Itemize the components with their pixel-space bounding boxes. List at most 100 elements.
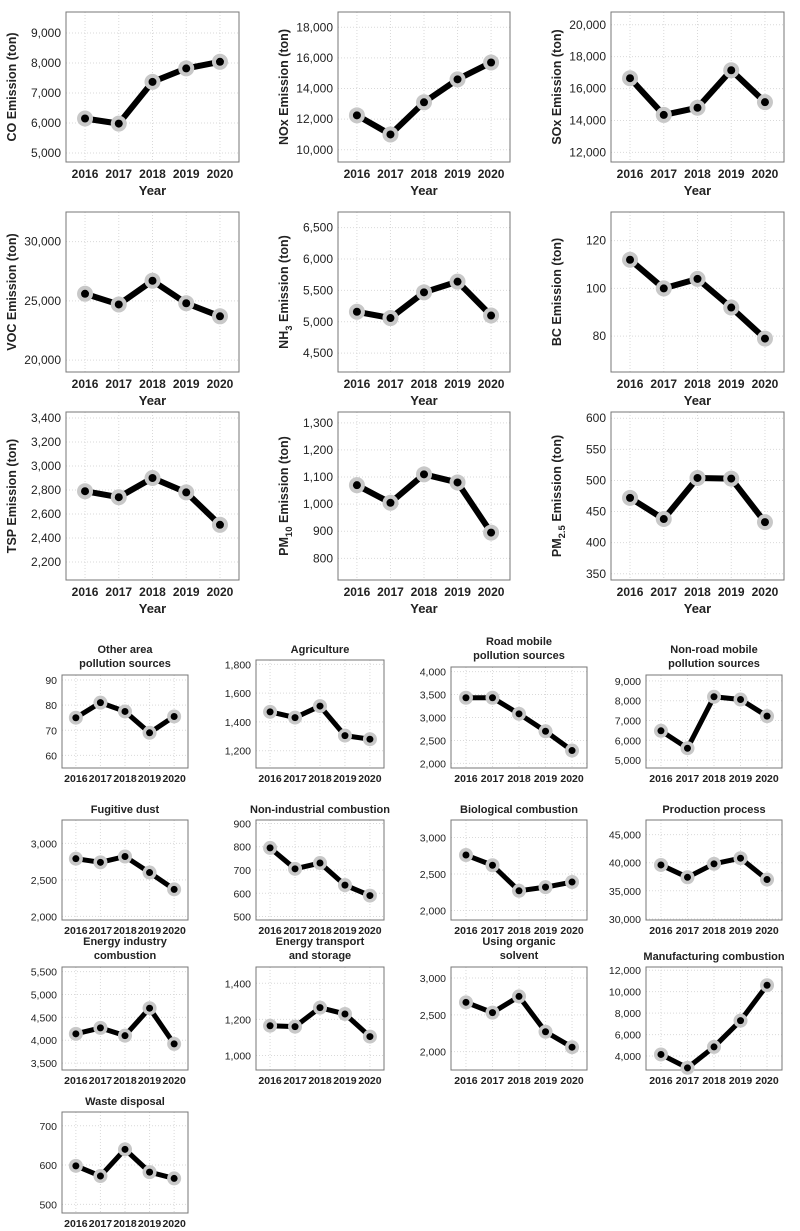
- x-tick-label: 2017: [481, 773, 505, 785]
- x-tick-label: 2016: [454, 925, 478, 937]
- y-tick-label: 100: [586, 281, 606, 295]
- x-axis-label: Year: [410, 183, 437, 198]
- data-point: [449, 474, 466, 491]
- y-tick-label: 5,500: [303, 283, 333, 297]
- data-point: [512, 989, 526, 1004]
- data-point-dot: [760, 98, 769, 107]
- x-tick-label: 2018: [702, 925, 726, 937]
- data-point: [144, 470, 161, 486]
- x-tick-label: 2020: [752, 167, 779, 181]
- data-point: [655, 511, 672, 528]
- y-tick-label: 500: [233, 912, 251, 924]
- data-point: [565, 875, 580, 890]
- x-tick-label: 2018: [139, 585, 166, 599]
- x-tick-label: 2016: [617, 167, 644, 181]
- x-tick-label: 2019: [718, 585, 745, 599]
- y-tick-label: 9,000: [615, 676, 641, 688]
- x-tick-label: 2016: [72, 377, 99, 391]
- data-point: [760, 709, 775, 724]
- data-point: [485, 858, 500, 873]
- y-tick-label: 4,500: [303, 346, 333, 360]
- y-tick-label: 600: [586, 411, 606, 425]
- data-point: [167, 709, 182, 724]
- y-tick-label: 16,000: [569, 82, 606, 96]
- chart-9: 350 400 450 500 550 600 2016 2017 2018 2019 2020 Ye…: [550, 411, 785, 616]
- x-tick-label: 2019: [729, 1075, 753, 1087]
- y-axis-label: BC Emission (ton): [550, 238, 564, 346]
- plot-frame: [61, 674, 189, 769]
- y-tick-label: 1,000: [225, 1051, 251, 1063]
- y-tick-label: 2,800: [31, 483, 61, 497]
- y-tick-label: 6,000: [615, 1030, 641, 1042]
- data-point: [653, 1047, 668, 1062]
- y-tick-label: 80: [45, 700, 57, 712]
- data-point-dot: [215, 312, 224, 321]
- x-tick-label: 2016: [454, 773, 478, 785]
- y-tick-label: 2,200: [31, 555, 61, 569]
- x-tick-label: 2020: [207, 585, 234, 599]
- plot-frame: [65, 411, 240, 581]
- data-point: [707, 689, 721, 704]
- data-point-dot: [114, 300, 123, 309]
- chart-12: 2,000 2,500 3,000 3,500 4,000 2016 2017 2018 201…: [420, 636, 588, 785]
- y-tick-label: 7,000: [31, 86, 61, 100]
- data-point-dot: [341, 881, 349, 889]
- data-point-dot: [81, 114, 90, 123]
- y-tick-label: 12,000: [569, 145, 606, 159]
- chart-16: 2,000 2,500 3,000 2016 2017 2018 2019 2020 Biolo…: [420, 804, 588, 937]
- x-tick-label: 2017: [283, 1075, 307, 1087]
- y-tick-label: 8,000: [31, 56, 61, 70]
- y-axis-label: SOx Emission (ton): [550, 29, 564, 144]
- y-tick-label: 20,000: [569, 18, 606, 32]
- data-point: [68, 851, 83, 866]
- chart-10: 60 70 80 90 2016 2017 2018 2019 2020 Other area po…: [45, 644, 189, 785]
- data-point-dot: [487, 528, 496, 537]
- chart-11: 1,200 1,400 1,600 1,800 2016 2017 2018 2019 2020…: [225, 644, 385, 785]
- y-tick-label: 3,000: [31, 459, 61, 473]
- data-point-dot: [763, 981, 771, 989]
- chart-title: and storage: [289, 950, 351, 962]
- y-tick-label: 120: [586, 234, 606, 248]
- data-point-dot: [170, 885, 178, 893]
- y-tick-label: 4,000: [420, 667, 446, 679]
- x-axis-label: Year: [684, 393, 711, 408]
- chart-title: Non-industrial combustion: [250, 804, 390, 816]
- data-point: [458, 690, 473, 705]
- data-point-dot: [352, 481, 361, 490]
- y-tick-label: 1,000: [303, 497, 333, 511]
- data-point-dot: [515, 887, 523, 895]
- x-tick-label: 2018: [702, 773, 726, 785]
- data-point-dot: [542, 1028, 550, 1036]
- data-point: [512, 883, 526, 898]
- x-tick-label: 2017: [377, 585, 404, 599]
- chart-17: 30,000 35,000 40,000 45,000 2016 2017 2018 2019…: [609, 804, 783, 937]
- chart-title: solvent: [500, 950, 539, 962]
- data-point-dot: [366, 1033, 374, 1041]
- data-point: [118, 1142, 132, 1157]
- data-point: [77, 285, 94, 302]
- y-tick-label: 800: [233, 842, 251, 854]
- data-point-dot: [291, 865, 299, 873]
- y-tick-label: 2,000: [420, 758, 446, 770]
- data-point: [211, 53, 228, 70]
- data-point: [689, 270, 706, 287]
- data-point-dot: [737, 696, 745, 704]
- chart-20: 2,000 2,500 3,000 2016 2017 2018 2019 2020 Using…: [420, 936, 588, 1087]
- x-tick-label: 2016: [64, 1075, 88, 1087]
- data-point-dot: [657, 1050, 665, 1058]
- data-point-dot: [215, 520, 224, 529]
- x-tick-label: 2019: [444, 167, 471, 181]
- data-point-dot: [727, 66, 736, 75]
- data-point: [538, 880, 553, 895]
- data-point: [313, 856, 327, 871]
- chart-22: 500 600 700 2016 2017 2018 2019 2020 Waste dispo…: [39, 1096, 189, 1230]
- x-tick-label: 2017: [89, 1075, 113, 1087]
- y-axis-label: VOC Emission (ton): [5, 233, 19, 350]
- x-tick-label: 2016: [649, 925, 673, 937]
- x-axis-label: Year: [139, 601, 166, 616]
- data-point: [538, 724, 553, 739]
- x-tick-label: 2020: [478, 377, 505, 391]
- data-point-dot: [737, 1017, 745, 1025]
- x-tick-label: 2020: [358, 1075, 382, 1087]
